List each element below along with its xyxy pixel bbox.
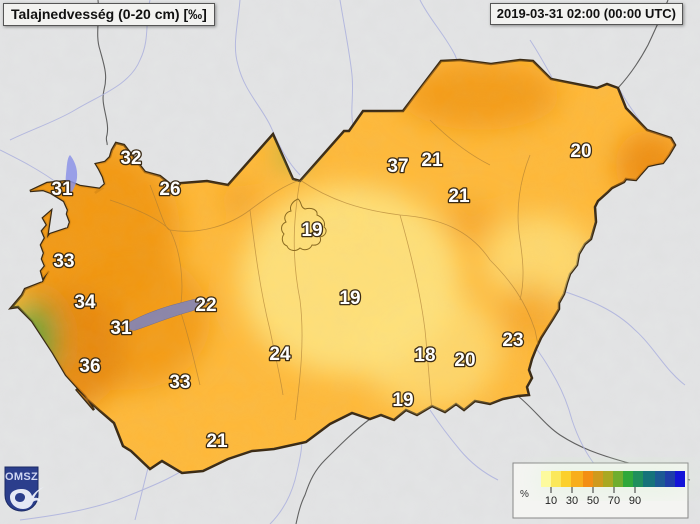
svg-text:50: 50: [587, 495, 599, 507]
svg-text:18: 18: [414, 345, 435, 366]
svg-text:31: 31: [51, 179, 73, 200]
svg-text:20: 20: [570, 141, 591, 162]
svg-text:31: 31: [110, 318, 132, 339]
svg-text:30: 30: [566, 495, 578, 507]
svg-text:34: 34: [74, 292, 96, 313]
svg-text:24: 24: [269, 344, 291, 365]
svg-text:19: 19: [339, 288, 360, 309]
svg-text:26: 26: [159, 179, 180, 200]
svg-text:%: %: [520, 489, 529, 500]
svg-text:37: 37: [387, 156, 408, 177]
svg-text:OMSZ: OMSZ: [5, 471, 38, 483]
svg-text:21: 21: [448, 186, 470, 207]
svg-text:70: 70: [608, 495, 620, 507]
svg-text:90: 90: [629, 495, 641, 507]
svg-text:10: 10: [545, 495, 557, 507]
svg-text:33: 33: [53, 251, 74, 272]
svg-text:21: 21: [421, 150, 443, 171]
svg-text:21: 21: [206, 431, 228, 452]
svg-text:36: 36: [79, 356, 100, 377]
svg-text:19: 19: [301, 220, 322, 241]
svg-text:20: 20: [454, 350, 475, 371]
svg-text:19: 19: [392, 390, 413, 411]
svg-text:23: 23: [502, 330, 523, 351]
svg-text:32: 32: [120, 148, 141, 169]
svg-text:22: 22: [195, 295, 216, 316]
svg-text:33: 33: [169, 372, 190, 393]
